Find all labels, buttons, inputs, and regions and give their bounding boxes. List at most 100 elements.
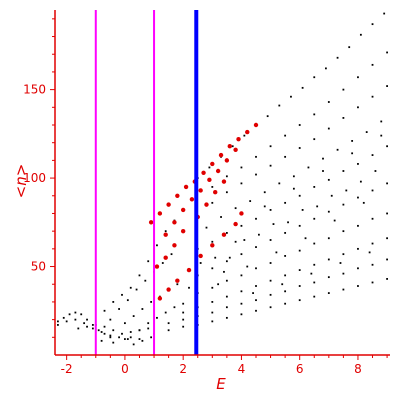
data-point-black	[386, 237, 388, 240]
data-point-black	[121, 332, 123, 335]
data-point-black	[345, 189, 348, 192]
data-point-black	[214, 256, 217, 259]
data-point-black	[173, 306, 176, 309]
data-point-black	[298, 147, 301, 149]
data-point-black	[103, 309, 106, 312]
x-tick-label: 6	[296, 362, 304, 376]
axes: -2 0 2 4 6 8 50 100 150	[23, 10, 390, 376]
data-point-black	[240, 253, 243, 256]
data-point-red	[213, 190, 218, 195]
data-point-black	[74, 311, 77, 314]
vertical-marker-lines	[94, 10, 199, 355]
data-point-red	[180, 207, 186, 213]
data-point-black	[135, 288, 138, 291]
data-point-black	[313, 242, 316, 245]
data-point-black	[263, 205, 266, 208]
data-point-black	[313, 295, 316, 298]
data-point-black	[240, 313, 243, 316]
data-point-black	[80, 313, 83, 316]
data-point-black	[386, 145, 388, 148]
data-point-black	[269, 164, 272, 167]
data-point-black	[386, 51, 388, 54]
data-point-black	[313, 281, 316, 284]
data-point-black	[371, 63, 374, 66]
data-point-black	[147, 322, 150, 325]
data-point-black	[298, 224, 301, 227]
data-point-black	[371, 154, 374, 156]
black-point-series	[57, 12, 388, 346]
data-point-red	[163, 232, 168, 237]
data-point-black	[62, 316, 65, 319]
data-point-black	[211, 320, 214, 323]
data-point-black	[255, 173, 257, 176]
data-point-black	[357, 196, 359, 199]
data-point-red	[175, 193, 180, 198]
data-point-red	[180, 228, 186, 234]
data-point-black	[77, 327, 80, 330]
data-point-black	[138, 274, 141, 277]
data-point-black	[255, 309, 257, 312]
data-point-black	[225, 295, 228, 298]
data-point-black	[357, 163, 359, 165]
data-point-black	[386, 278, 388, 280]
data-point-black	[240, 302, 243, 305]
data-point-black	[301, 209, 304, 211]
data-point-black	[258, 233, 260, 236]
data-point-black	[313, 113, 316, 116]
data-point-red	[163, 255, 168, 260]
data-point-black	[269, 279, 272, 282]
data-point-black	[182, 311, 185, 314]
data-point-black	[284, 255, 287, 257]
data-point-black	[342, 272, 345, 275]
data-point-black	[138, 338, 141, 340]
data-point-black	[103, 332, 106, 335]
data-point-black	[129, 336, 132, 339]
data-point-black	[223, 270, 225, 273]
data-point-black	[269, 306, 272, 309]
data-point-black	[386, 258, 388, 261]
data-point-black	[290, 95, 292, 98]
data-point-black	[211, 286, 214, 289]
data-point-black	[91, 324, 94, 326]
x-tick-label: -2	[61, 362, 73, 376]
data-point-black	[103, 325, 106, 328]
data-point-black	[225, 260, 228, 263]
data-point-red	[157, 211, 163, 216]
data-point-red	[198, 253, 203, 259]
data-point-red	[233, 147, 238, 152]
data-point-black	[225, 175, 228, 178]
data-point-red	[154, 264, 160, 269]
x-tick-label: 0	[121, 362, 129, 376]
data-point-black	[342, 117, 345, 119]
data-point-black	[141, 339, 144, 342]
data-point-black	[342, 88, 345, 91]
data-point-black	[225, 191, 228, 194]
data-point-black	[112, 329, 115, 332]
data-point-black	[327, 237, 330, 240]
data-point-red	[172, 220, 177, 225]
data-point-red	[210, 243, 215, 248]
data-point-black	[342, 170, 345, 172]
data-point-black	[246, 265, 249, 268]
data-point-black	[132, 343, 135, 346]
data-point-black	[327, 292, 330, 294]
data-point-black	[316, 205, 319, 208]
data-point-black	[339, 262, 342, 264]
data-point-black	[348, 46, 351, 49]
data-point-red	[148, 220, 154, 225]
data-point-black	[298, 299, 301, 302]
data-point-black	[327, 210, 330, 213]
data-point-black	[121, 293, 123, 296]
data-point-black	[208, 166, 211, 169]
data-point-black	[161, 262, 164, 264]
data-point-black	[371, 95, 374, 98]
data-point-black	[298, 269, 301, 271]
data-point-black	[211, 201, 214, 204]
data-point-black	[255, 299, 257, 302]
data-point-red	[166, 287, 171, 292]
data-point-black	[313, 263, 316, 266]
data-point-black	[129, 286, 132, 289]
data-point-black	[333, 219, 336, 222]
data-point-red	[186, 267, 192, 273]
data-point-black	[150, 336, 153, 339]
